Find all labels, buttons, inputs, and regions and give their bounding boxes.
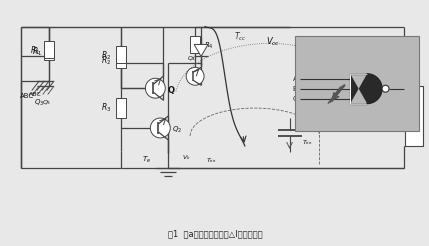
- Bar: [405, 86, 423, 146]
- Text: $R_2$: $R_2$: [101, 49, 112, 62]
- Text: ABC: ABC: [20, 93, 34, 99]
- Bar: [44, 43, 54, 60]
- Bar: [295, 36, 419, 131]
- Text: D: D: [409, 84, 415, 93]
- Text: $T_e$: $T_e$: [142, 155, 151, 165]
- Text: 被
驱
动
电
路: 被 驱 动 电 路: [412, 83, 416, 120]
- Bar: [115, 98, 126, 118]
- Text: $Q_3$: $Q_3$: [42, 98, 51, 107]
- Circle shape: [145, 78, 165, 98]
- Text: $R_2$: $R_2$: [101, 54, 112, 67]
- Text: $Q_4$: $Q_4$: [187, 54, 197, 63]
- Text: $V_{cc}$: $V_{cc}$: [266, 35, 280, 48]
- Circle shape: [186, 67, 204, 85]
- Bar: [115, 46, 126, 63]
- Text: $T_{充电}$: $T_{充电}$: [302, 138, 312, 146]
- Text: Q: Q: [167, 86, 174, 95]
- Polygon shape: [194, 45, 208, 56]
- Text: $Q_2$: $Q_2$: [172, 125, 182, 135]
- Text: $Q_3$: $Q_3$: [34, 98, 44, 108]
- Circle shape: [382, 85, 389, 92]
- Text: $R_3$: $R_3$: [101, 102, 112, 114]
- Text: $T_{放电}$: $T_{放电}$: [206, 156, 216, 164]
- Text: 与非门: 与非门: [349, 40, 364, 49]
- Text: A: A: [293, 76, 298, 82]
- Text: $R_1$: $R_1$: [32, 45, 42, 58]
- Text: C: C: [293, 96, 298, 102]
- Text: ABC: ABC: [29, 92, 41, 97]
- Polygon shape: [350, 74, 382, 104]
- Text: $T_{cc}$: $T_{cc}$: [234, 30, 246, 43]
- Bar: [190, 36, 200, 53]
- Text: B: B: [293, 86, 298, 92]
- Text: $V_k$: $V_k$: [182, 153, 190, 162]
- Bar: [44, 42, 54, 58]
- Bar: [115, 51, 126, 68]
- Text: $R_1$: $R_1$: [30, 44, 40, 57]
- Circle shape: [150, 118, 170, 138]
- Text: 图1  （a）与非门中产生△I噪声的电路: 图1 （a）与非门中产生△I噪声的电路: [168, 229, 262, 238]
- Text: $T_{驱动}D$: $T_{驱动}D$: [369, 45, 384, 52]
- Text: $R_4$: $R_4$: [204, 40, 214, 50]
